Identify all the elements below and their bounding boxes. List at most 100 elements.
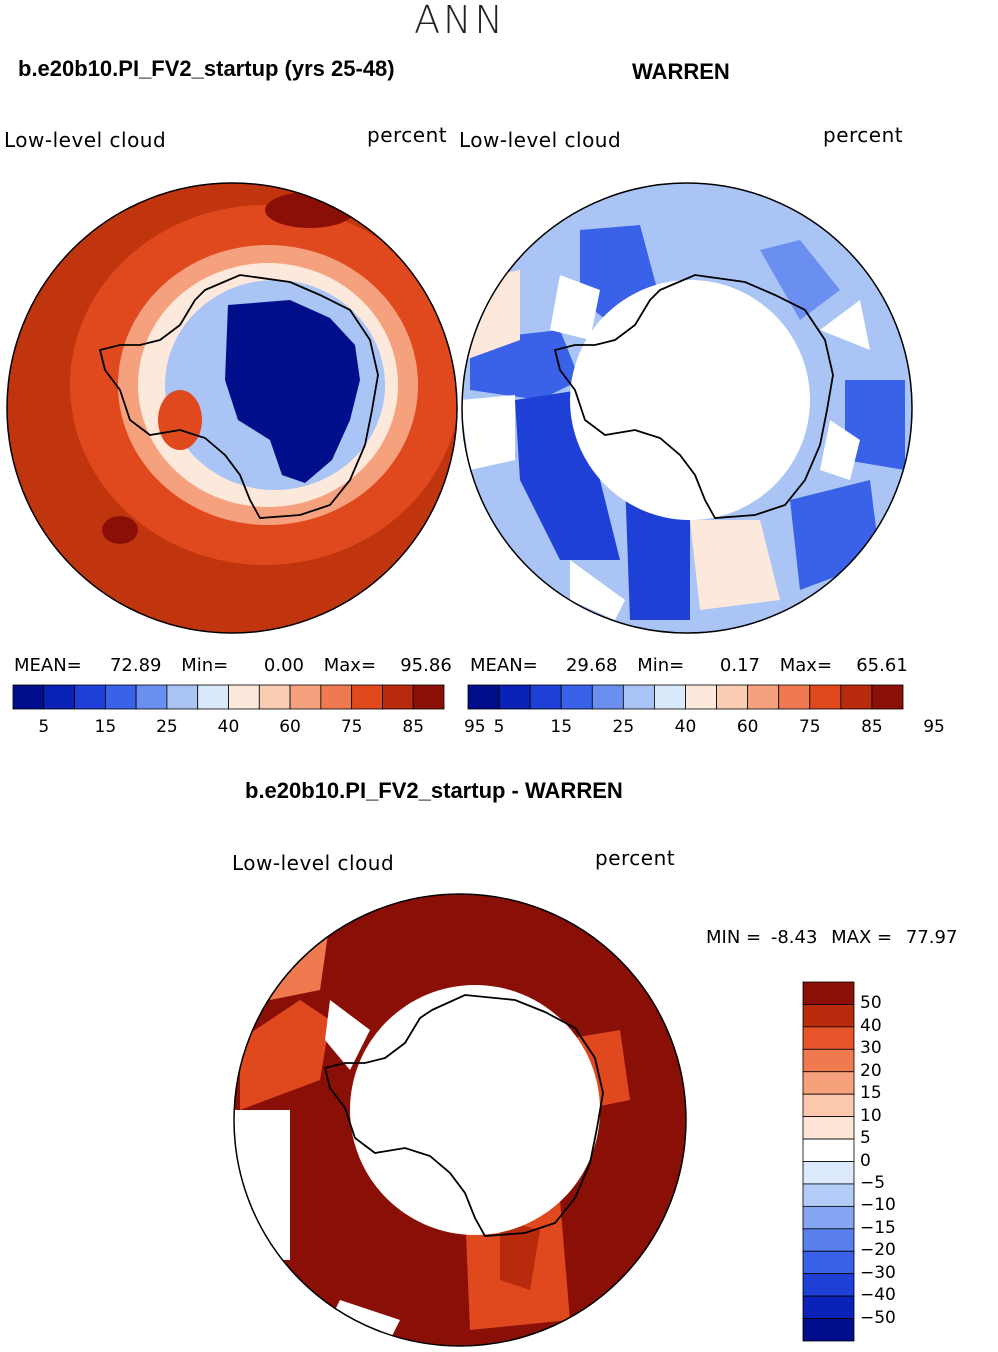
colorbar-diff-swatch — [802, 1250, 855, 1275]
colorbar-diff-tick-label: 15 — [860, 1083, 882, 1104]
map-obs-missing-3 — [570, 560, 625, 620]
map-diff-border — [233, 893, 687, 1347]
diff-units-label: percent — [595, 846, 676, 870]
colorbar-right-swatch — [654, 684, 686, 710]
map-diff-nodata-center — [350, 985, 600, 1235]
map-obs-missing-5 — [820, 420, 860, 480]
colorbar-right-swatch — [529, 684, 562, 710]
colorbar-left-swatch — [320, 684, 353, 710]
map-model-core — [225, 300, 360, 483]
colorbar-diff-tick-label: 30 — [860, 1038, 882, 1059]
colorbar-diff — [802, 981, 855, 1342]
colorbar-right-swatch — [467, 684, 500, 710]
colorbar-left-tick-label: 95 — [463, 717, 486, 737]
map-model-peninsula-patch — [158, 390, 202, 450]
colorbar-diff-swatch — [802, 1116, 855, 1140]
colorbar-diff-tick-label: 5 — [860, 1128, 871, 1149]
colorbar-right-swatch — [747, 684, 780, 710]
colorbar-left-swatch — [74, 684, 106, 710]
units-label-right: percent — [823, 123, 904, 147]
colorbar-diff-tick-label: 50 — [860, 993, 882, 1014]
colorbar-right-tick-label: 95 — [923, 717, 945, 737]
colorbar-diff-tick-label: 0 — [860, 1150, 871, 1171]
colorbar-right — [467, 684, 904, 710]
diff-minmax: MIN = -8.43 MAX = 77.97 — [706, 927, 958, 948]
colorbar-diff-swatch — [802, 1048, 855, 1073]
colorbar-diff-swatch — [802, 1228, 855, 1252]
colorbar-right-swatch — [591, 684, 624, 710]
colorbar-right-swatch — [778, 684, 811, 710]
colorbar-right-swatch — [840, 684, 873, 710]
map-obs-patch-3 — [515, 390, 620, 560]
colorbar-left-swatch — [412, 684, 445, 710]
map-obs-missing-1 — [550, 275, 600, 340]
map-diff-patch-2 — [260, 920, 330, 1000]
colorbar-diff-swatch — [802, 1071, 855, 1095]
map-diff-patch-4 — [500, 1220, 540, 1290]
season-title: ANN — [414, 0, 506, 42]
colorbar-diff-tick-label: 20 — [860, 1060, 882, 1081]
units-label-left: percent — [367, 123, 448, 147]
colorbar-diff-swatch — [802, 1318, 855, 1342]
colorbar-diff-swatch — [802, 981, 855, 1005]
map-diff-patch-1 — [240, 1000, 330, 1110]
colorbar-left-swatch — [228, 684, 260, 710]
colorbar-right-swatch — [809, 684, 842, 710]
map-obs-nodata-center — [570, 280, 810, 520]
variable-label-right: Low-level cloud — [459, 128, 622, 152]
colorbar-left-tick-label: 60 — [279, 717, 301, 737]
map-diff-missing-2 — [325, 1000, 370, 1070]
map-diff-missing-3 — [330, 1300, 400, 1340]
colorbar-left-tick-label: 5 — [38, 717, 50, 737]
map-obs-missing-2 — [462, 395, 515, 470]
map-diff-coastline — [323, 994, 604, 1237]
colorbar-right-swatch — [871, 684, 904, 710]
map-obs-patch-8 — [760, 240, 840, 320]
colorbar-diff-tick-label: −5 — [860, 1172, 886, 1193]
diff-variable-label: Low-level cloud — [232, 851, 395, 875]
map-obs-coastline — [553, 274, 834, 519]
map-obs-patch-7 — [845, 380, 905, 470]
colorbar-right-tick-label: 15 — [550, 717, 573, 737]
colorbar-left-swatch — [135, 684, 168, 710]
colorbar-right-swatch — [498, 684, 531, 710]
colorbar-diff-swatch — [802, 1004, 855, 1028]
colorbar-diff-tick-label: −10 — [860, 1195, 896, 1216]
colorbar-right-tick-label: 40 — [674, 717, 697, 737]
map-model-border — [6, 182, 458, 634]
colorbar-left-tick-label: 40 — [217, 717, 240, 737]
map-diff-missing-1 — [234, 1110, 290, 1260]
colorbar-right-tick-label: 25 — [612, 717, 635, 737]
colorbar-right-tick-label: 5 — [493, 717, 505, 737]
colorbar-diff-swatch — [802, 1295, 855, 1319]
colorbar-left — [12, 684, 445, 710]
colorbar-diff-tick-label: 40 — [860, 1015, 882, 1036]
variable-label-left: Low-level cloud — [4, 128, 167, 152]
colorbar-right-swatch — [560, 684, 593, 710]
colorbar-left-tick-label: 25 — [156, 717, 178, 737]
map-obs-border — [461, 182, 913, 634]
map-model-maxpatch-1 — [102, 516, 138, 544]
colorbar-diff-swatch — [802, 1183, 855, 1207]
colorbar-right-tick-label: 85 — [861, 717, 883, 737]
colorbar-right-tick-label: 75 — [798, 717, 821, 737]
diff-title: b.e20b10.PI_FV2_startup - WARREN — [245, 778, 623, 803]
stats-left: MEAN= 72.89 Min= 0.00 Max= 95.86 — [14, 655, 452, 676]
colorbar-left-swatch — [166, 684, 199, 710]
colorbar-left-swatch — [351, 684, 383, 710]
colorbar-diff-tick-label: −50 — [860, 1307, 896, 1328]
colorbar-right-swatch — [716, 684, 749, 710]
map-model-coastline — [98, 274, 379, 519]
colorbar-right-swatch — [622, 684, 655, 710]
colorbar-diff-tick-label: −40 — [860, 1285, 896, 1306]
map-diff — [234, 894, 686, 1346]
map-model — [7, 183, 457, 633]
colorbar-diff-tick-label: −30 — [860, 1262, 896, 1283]
colorbar-diff-swatch — [802, 1093, 855, 1118]
colorbar-right-swatch — [685, 684, 717, 710]
colorbar-diff-tick-label: −15 — [860, 1217, 896, 1238]
map-obs-missing-4 — [820, 300, 870, 350]
colorbar-left-swatch — [382, 684, 414, 710]
colorbar-diff-swatch — [802, 1273, 855, 1297]
